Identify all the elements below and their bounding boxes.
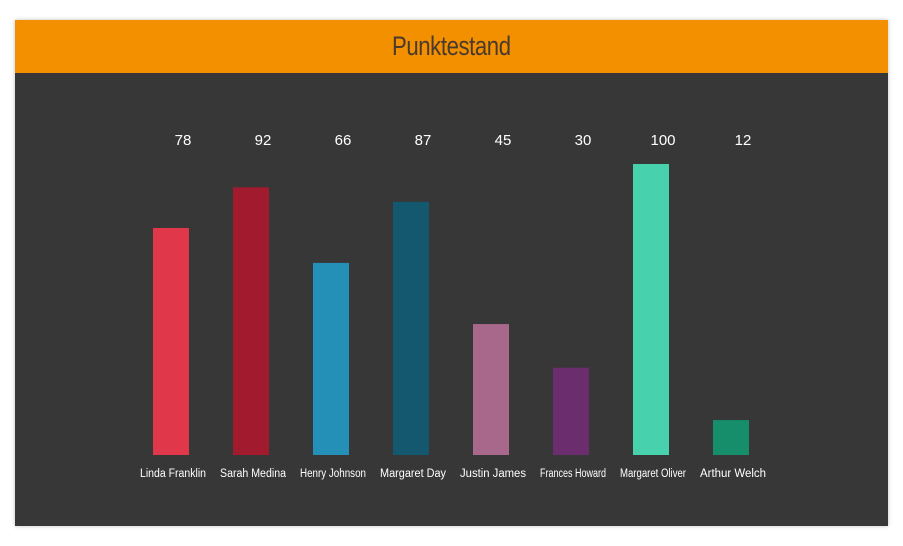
category-label: Linda Franklin (140, 468, 206, 480)
category-label: Justin James (460, 468, 526, 480)
value-label: 30 (575, 132, 592, 149)
bar-2 (233, 187, 269, 455)
bar-8 (713, 420, 749, 455)
page-title: Punktestand (392, 31, 511, 61)
bar-1 (153, 228, 189, 455)
category-label: Sarah Medina (220, 468, 287, 480)
bar-chart: 78 92 66 87 45 30 100 12 Linda Franklin Sarah Me… (140, 132, 766, 480)
header-bar: Punktestand (15, 20, 888, 73)
value-label: 92 (255, 132, 272, 149)
value-label: 12 (735, 132, 752, 149)
bar-6 (553, 367, 589, 455)
category-label: Henry Johnson (300, 468, 366, 480)
bar-7 (633, 164, 669, 455)
value-label: 66 (335, 132, 352, 149)
category-label: Arthur Welch (700, 468, 766, 480)
bar-5 (473, 324, 509, 455)
bar-3 (313, 262, 349, 455)
value-label: 87 (415, 132, 432, 149)
chart-panel: Punktestand 78 92 66 87 45 30 100 12 Linda Fran… (15, 20, 888, 526)
category-label: Margaret Oliver (620, 468, 686, 480)
value-label: 45 (495, 132, 512, 149)
category-label: Frances Howard (540, 468, 606, 480)
value-label: 78 (175, 132, 192, 149)
category-label: Margaret Day (380, 468, 446, 480)
bar-4 (393, 201, 429, 455)
value-label: 100 (650, 132, 675, 149)
